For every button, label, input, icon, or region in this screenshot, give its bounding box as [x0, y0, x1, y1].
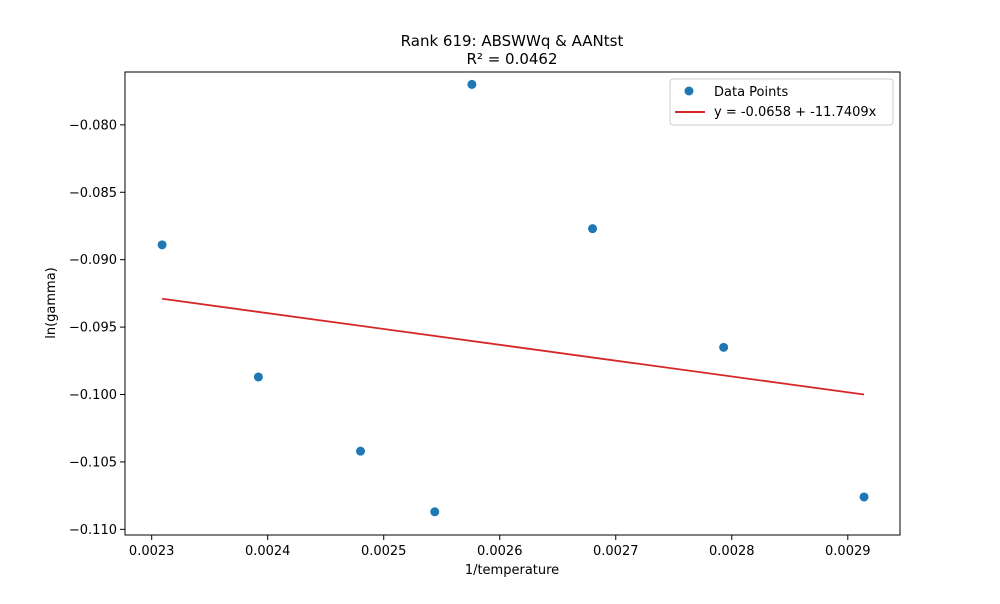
y-axis-label: ln(gamma) [44, 267, 59, 339]
x-tick-label: 0.0028 [709, 544, 755, 559]
data-point [253, 372, 263, 382]
y-tick-label: −0.105 [69, 455, 117, 470]
chart-title: Rank 619: ABSWWq & AANtst [401, 32, 624, 50]
x-tick-label: 0.0023 [129, 544, 175, 559]
y-tick-label: −0.095 [69, 321, 117, 336]
y-tick-label: −0.100 [69, 388, 117, 403]
x-tick-label: 0.0025 [361, 544, 407, 559]
legend-label-data-points: Data Points [714, 85, 788, 100]
data-point [467, 79, 477, 89]
legend-marker-data-points [684, 86, 694, 96]
data-point [430, 507, 440, 517]
legend-label-fit-line: y = -0.0658 + -11.7409x [714, 105, 877, 120]
regression-line [162, 297, 865, 396]
plot-area: 0.0023 0.0024 0.0025 0.0026 0.0027 0.0028 0.00… [69, 71, 901, 559]
y-tick-label: −0.085 [69, 186, 117, 201]
x-axis-label: 1/temperature [465, 563, 559, 578]
legend: Data Points y = -0.0658 + -11.7409x [669, 78, 894, 126]
x-tick-label: 0.0024 [245, 544, 291, 559]
y-tick-label: −0.090 [69, 253, 117, 268]
y-tick-label: −0.110 [69, 523, 117, 538]
x-tick-label: 0.0026 [477, 544, 523, 559]
data-point [157, 240, 167, 250]
data-point [588, 224, 598, 234]
data-point [859, 492, 869, 502]
x-tick-label: 0.0029 [825, 544, 871, 559]
x-tick-label: 0.0027 [593, 544, 639, 559]
legend-frame [669, 78, 894, 126]
chart-subtitle: R² = 0.0462 [466, 50, 557, 68]
data-point [719, 342, 729, 352]
y-tick-label: −0.080 [69, 118, 117, 133]
plot-frame [124, 71, 901, 536]
data-point [356, 446, 366, 456]
